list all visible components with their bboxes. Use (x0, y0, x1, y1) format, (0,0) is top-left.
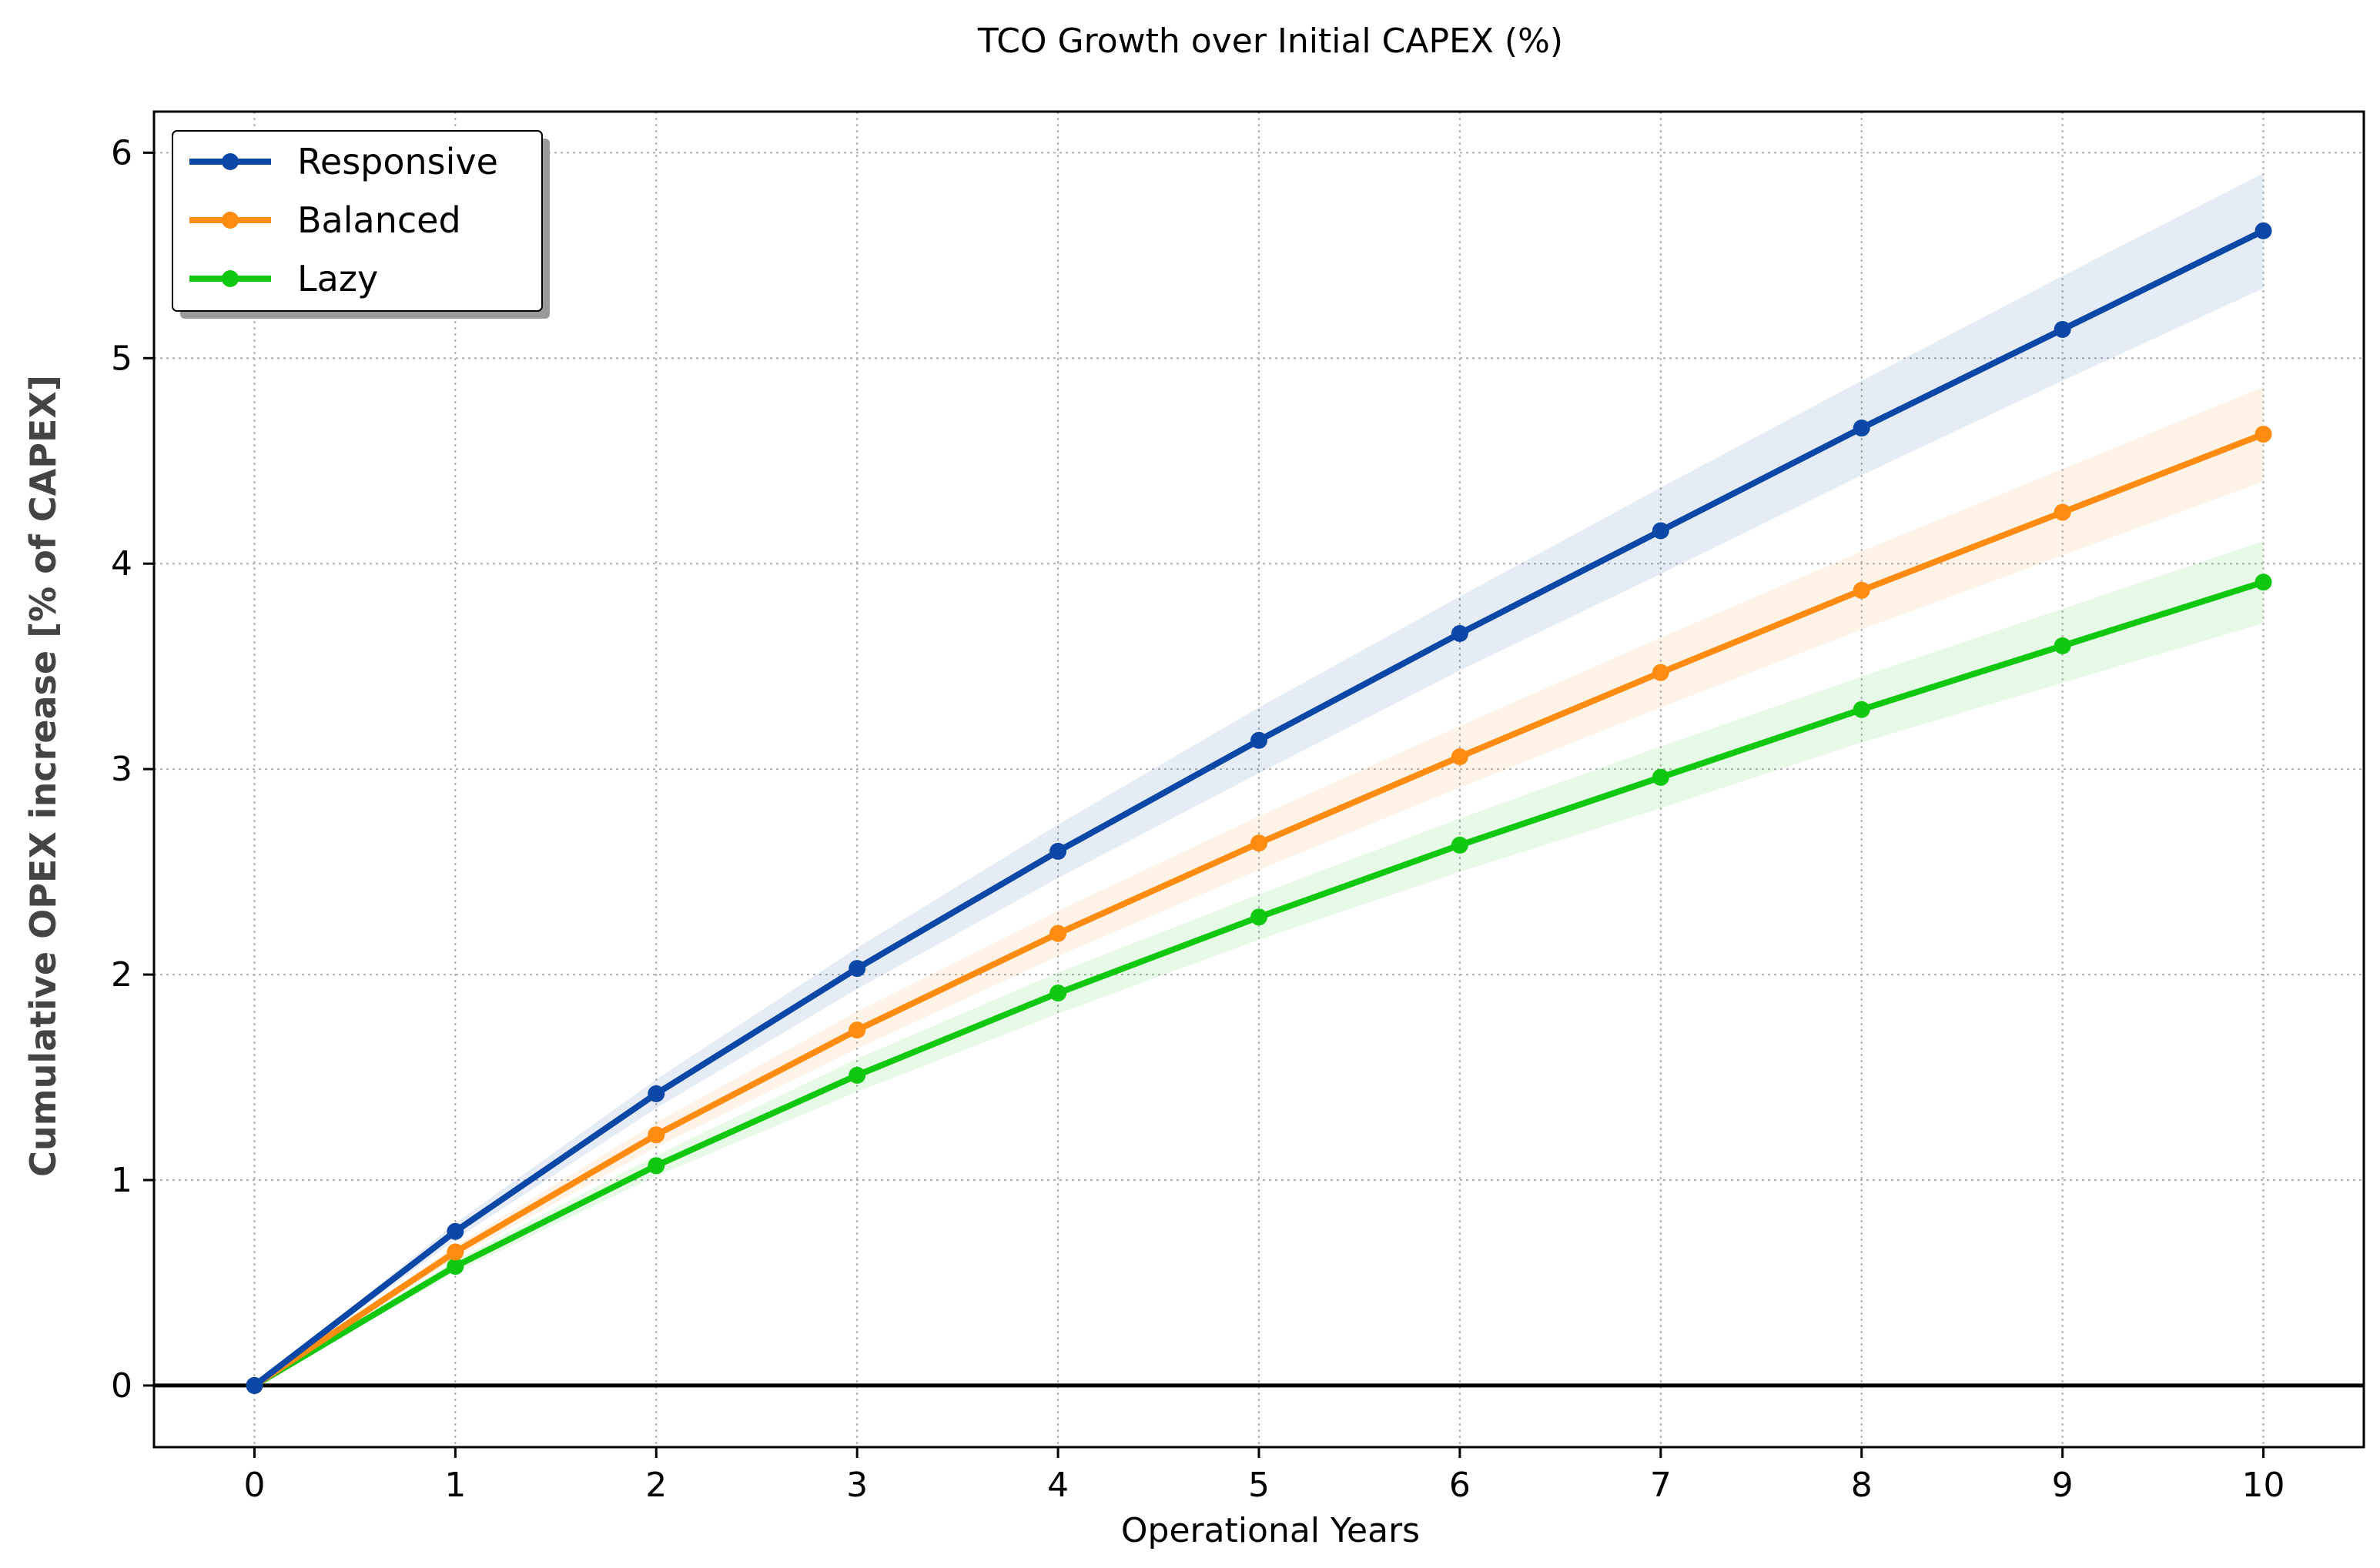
data-point-lazy (447, 1258, 464, 1275)
data-point-balanced (2054, 503, 2071, 521)
data-point-balanced (1250, 834, 1267, 852)
data-point-responsive (2054, 320, 2071, 338)
legend-box (172, 130, 543, 312)
tick-layer: 0 1 2 3 4 5 6 7 8 9 10 0 1 2 3 4 5 6 (111, 133, 2285, 1505)
series-layer (246, 222, 2272, 1394)
data-point-lazy (2254, 573, 2272, 591)
legend-marker-responsive (222, 153, 239, 170)
legend-label-lazy: Lazy (297, 258, 378, 299)
data-point-balanced (447, 1243, 464, 1261)
legend[interactable]: Responsive Balanced Lazy (172, 130, 550, 319)
y-tick-label: 4 (111, 544, 132, 583)
chart-title: TCO Growth over Initial CAPEX (%) (977, 22, 1563, 61)
data-point-balanced (849, 1021, 866, 1039)
data-point-balanced (1451, 748, 1468, 766)
data-point-balanced (1652, 664, 1669, 681)
y-tick-label: 5 (111, 339, 132, 378)
data-point-responsive (849, 960, 866, 978)
x-tick-label: 5 (1248, 1466, 1270, 1505)
data-point-lazy (1049, 985, 1067, 1002)
x-tick-label: 4 (1047, 1466, 1069, 1505)
data-point-lazy (648, 1157, 665, 1175)
data-point-responsive (447, 1222, 464, 1240)
y-tick-label: 1 (111, 1161, 132, 1200)
y-tick-label: 6 (111, 133, 132, 172)
band-balanced (254, 386, 2264, 1386)
data-point-lazy (2054, 637, 2071, 654)
legend-item-balanced[interactable]: Balanced (189, 199, 461, 241)
x-tick-label: 2 (645, 1466, 667, 1505)
legend-marker-lazy (222, 270, 239, 287)
x-tick-label: 3 (846, 1466, 868, 1505)
x-axis-label: Operational Years (1121, 1511, 1420, 1550)
y-tick-label: 2 (111, 955, 132, 995)
y-tick-label: 3 (111, 750, 132, 789)
data-point-responsive (648, 1085, 665, 1102)
x-tick-label: 0 (243, 1466, 265, 1505)
data-point-balanced (1049, 924, 1067, 942)
data-point-lazy (1451, 836, 1468, 854)
legend-label-balanced: Balanced (297, 199, 461, 241)
data-point-balanced (648, 1126, 665, 1144)
data-point-lazy (1250, 908, 1267, 926)
x-tick-label: 10 (2242, 1466, 2285, 1505)
x-tick-label: 8 (1851, 1466, 1873, 1505)
x-tick-label: 9 (2052, 1466, 2074, 1505)
legend-item-lazy[interactable]: Lazy (189, 258, 378, 299)
data-point-responsive (246, 1376, 263, 1394)
data-point-lazy (1853, 700, 1870, 718)
data-point-lazy (1652, 768, 1669, 786)
data-point-balanced (2254, 426, 2272, 443)
data-point-responsive (1451, 624, 1468, 642)
x-tick-label: 6 (1449, 1466, 1471, 1505)
band-lazy (254, 540, 2264, 1386)
x-tick-label: 1 (444, 1466, 466, 1505)
y-axis-label: Cumulative OPEX increase [% of CAPEX] (22, 375, 64, 1177)
data-point-responsive (1652, 522, 1669, 540)
y-tick-label: 0 (111, 1366, 132, 1406)
data-point-responsive (2254, 222, 2272, 239)
data-point-responsive (1853, 420, 1870, 437)
legend-marker-balanced (222, 212, 239, 229)
legend-item-responsive[interactable]: Responsive (189, 141, 498, 182)
data-point-lazy (849, 1066, 866, 1084)
legend-label-responsive: Responsive (297, 141, 498, 182)
data-point-responsive (1250, 731, 1267, 749)
data-point-balanced (1853, 581, 1870, 599)
x-tick-label: 7 (1650, 1466, 1672, 1505)
data-point-responsive (1049, 842, 1067, 860)
